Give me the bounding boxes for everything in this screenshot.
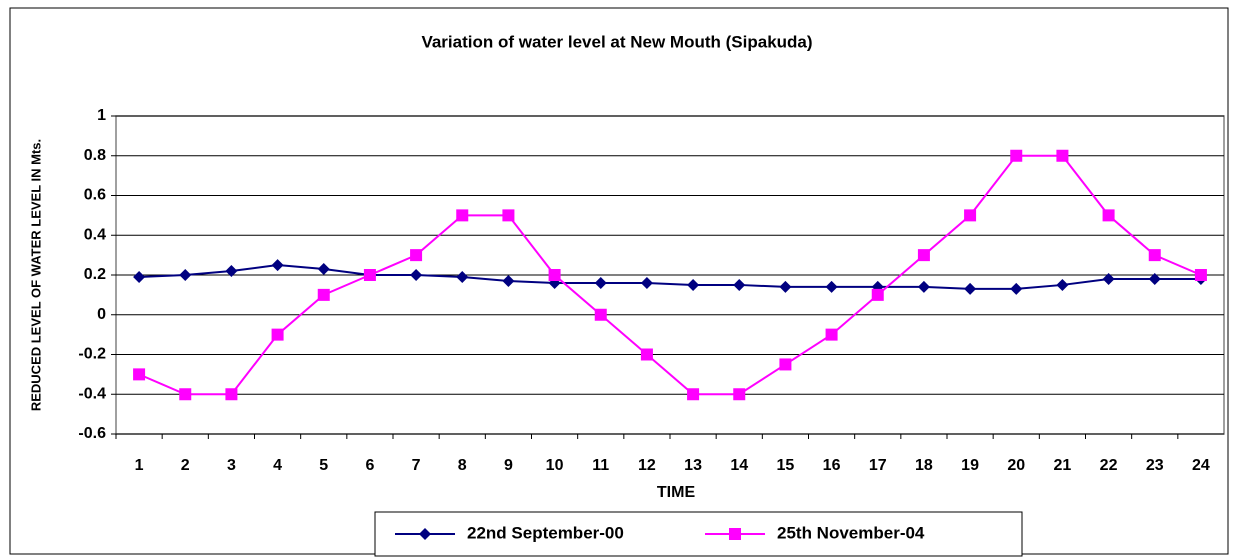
x-tick-label: 1 [135,457,144,474]
data-point [1102,209,1115,222]
data-point [917,249,930,262]
y-tick-label: 1 [97,107,106,124]
legend-marker [729,528,741,540]
x-tick-label: 18 [915,457,933,474]
x-tick-label: 19 [961,457,979,474]
y-tick-label: 0 [97,306,106,323]
data-point [871,288,884,301]
data-point [410,269,423,281]
data-point [964,282,977,295]
data-point [271,328,284,341]
data-point [179,269,192,281]
data-point [594,276,607,289]
data-point [1148,249,1161,262]
data-point [363,269,376,281]
y-tick-label: -0.2 [78,346,106,363]
series-line [139,264,1201,290]
x-tick-label: 17 [869,457,887,474]
x-tick-label: 2 [181,457,190,474]
data-point [317,263,330,276]
x-tick-label: 10 [546,457,564,474]
data-point [1010,282,1023,295]
data-point [410,249,423,262]
x-tick-label: 5 [319,457,328,474]
data-point [1102,272,1115,285]
y-tick-label: 0.4 [84,226,106,243]
data-point [640,276,653,289]
x-tick-label: 4 [273,457,282,474]
y-tick-label: 0.6 [84,187,106,204]
data-point [502,274,515,287]
legend-box [374,511,1023,557]
x-tick-label: 15 [777,457,795,474]
x-tick-label: 22 [1100,457,1118,474]
x-tick-label: 11 [592,457,609,474]
y-tick-label: 0.8 [84,147,106,164]
x-tick-label: 6 [365,457,374,474]
y-tick-label: -0.6 [78,425,106,442]
x-tick-label: 16 [823,457,841,474]
data-point [1056,149,1069,162]
y-tick-label: 0.2 [84,266,106,283]
data-point [825,328,838,341]
data-point [133,368,146,381]
data-point [317,288,330,301]
x-tick-label: 24 [1192,457,1210,474]
data-point [179,388,192,401]
x-tick-label: 23 [1146,457,1164,474]
y-axis-title: REDUCED LEVEL OF WATER LEVEL IN Mts. [28,139,43,411]
series-line [138,154,1202,396]
x-tick-label: 13 [684,457,702,474]
data-point [1010,149,1023,162]
data-point [640,348,653,361]
data-point [687,388,700,401]
legend-marker [419,528,431,540]
data-point [733,388,746,401]
data-point [779,358,792,371]
data-point [456,270,469,283]
data-point [825,280,838,293]
x-tick-label: 20 [1007,457,1025,474]
data-point [1148,272,1161,285]
data-point [271,259,284,272]
data-point [779,280,792,293]
data-point [1194,269,1207,281]
x-tick-label: 9 [504,457,513,474]
data-point [456,209,469,222]
data-point [225,265,238,278]
data-point [225,388,238,401]
data-point [133,270,146,283]
x-tick-label: 12 [638,457,656,474]
x-tick-label: 3 [227,457,236,474]
data-point [917,280,930,293]
legend-label: 25th November-04 [777,523,925,542]
data-point [502,209,515,222]
legend-label: 22nd September-00 [467,523,624,542]
data-point [548,269,561,281]
data-point [594,308,607,321]
x-tick-label: 8 [458,457,467,474]
data-point [964,209,977,222]
x-tick-label: 7 [412,457,421,474]
y-tick-label: -0.4 [78,385,106,402]
x-tick-label: 14 [730,457,748,474]
chart-title: Variation of water level at New Mouth (S… [421,32,812,51]
data-point [1056,278,1069,291]
data-point [687,278,700,291]
x-tick-label: 21 [1054,457,1072,474]
data-point [733,278,746,291]
x-axis-title: TIME [657,484,696,501]
